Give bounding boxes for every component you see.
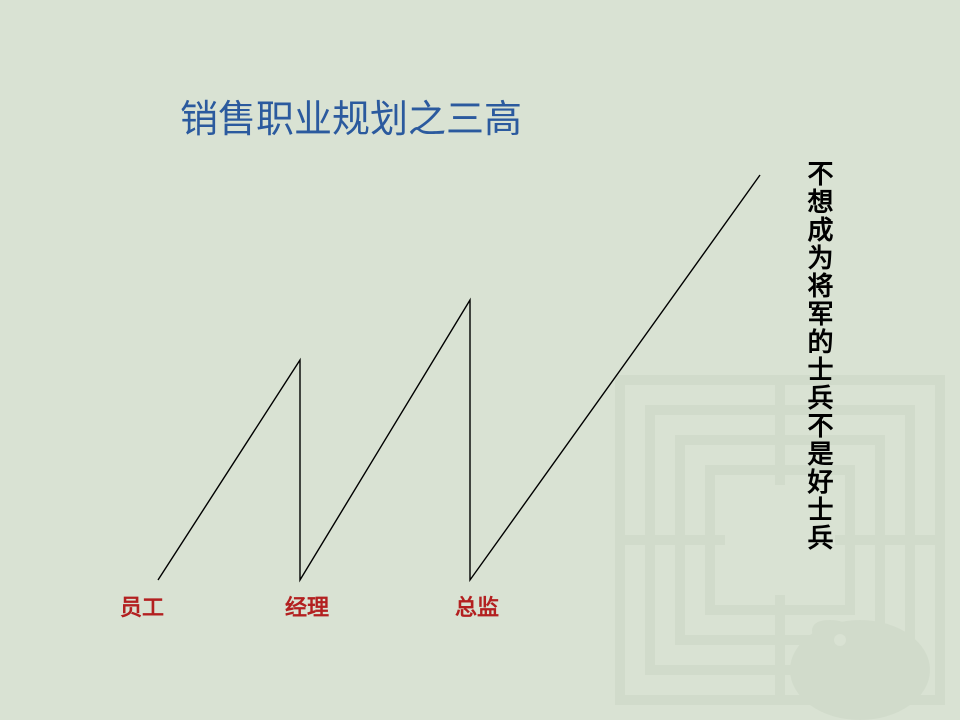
axis-label-0: 员工: [120, 590, 164, 622]
zigzag-line: [158, 175, 760, 580]
axis-label-2: 总监: [455, 590, 499, 622]
axis-label-1: 经理: [285, 590, 329, 622]
slide-title: 销售职业规划之三高: [180, 88, 522, 143]
vertical-quote: 不想成为将军的士兵不是好士兵: [800, 160, 837, 552]
